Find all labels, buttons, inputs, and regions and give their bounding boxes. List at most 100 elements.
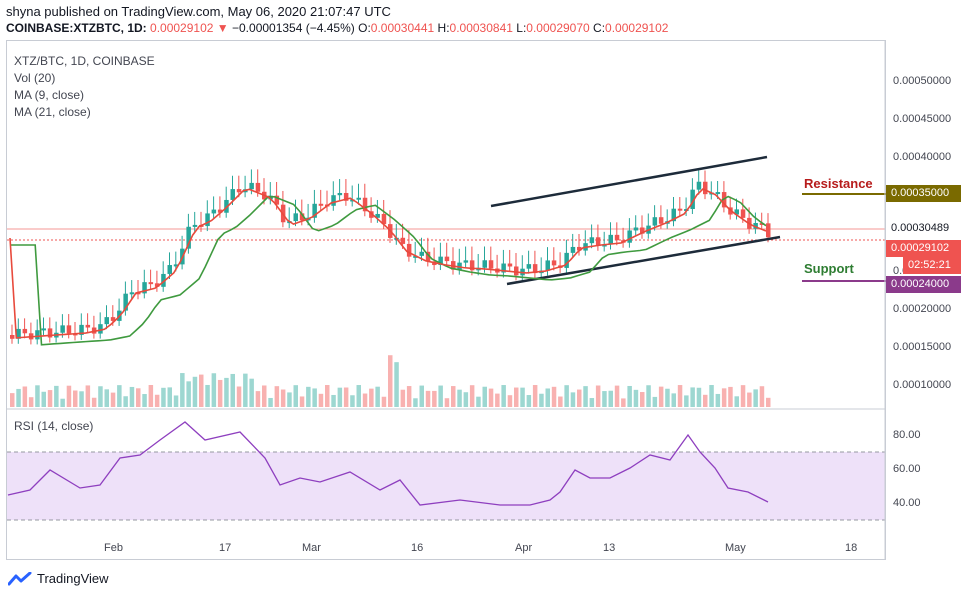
rsi-line <box>7 421 769 506</box>
candle-body <box>236 189 242 193</box>
candle-body <box>192 224 198 227</box>
volume-bar <box>614 385 620 407</box>
volume-bar <box>148 385 154 407</box>
volume-bar <box>507 395 513 407</box>
volume-bar <box>243 373 248 407</box>
candle-body <box>715 192 721 195</box>
volume-bar <box>186 381 191 407</box>
candle-body <box>696 181 702 190</box>
volume-bar <box>35 385 40 407</box>
volume-bar <box>236 386 242 407</box>
candle-body <box>734 209 739 215</box>
volume-bar <box>514 387 519 407</box>
volume-bar <box>173 395 179 407</box>
candle-body <box>413 255 418 258</box>
candle-body <box>608 234 613 245</box>
volume-bar <box>583 386 588 407</box>
x-tick: 16 <box>411 542 424 554</box>
volume-bar <box>161 387 166 407</box>
volume-bar <box>343 387 349 407</box>
candle-body <box>356 197 361 200</box>
candle-body <box>614 234 620 241</box>
volume-bar <box>495 393 500 407</box>
candle-body <box>469 260 475 271</box>
candle-body <box>161 273 166 287</box>
volume-bar <box>299 396 305 407</box>
candle-body <box>406 243 412 257</box>
candles <box>10 169 771 345</box>
candle-body <box>129 292 135 295</box>
volume-bar <box>91 397 97 407</box>
volume-bar <box>482 386 487 407</box>
candle-body <box>507 263 513 267</box>
volume-bar <box>217 379 223 407</box>
candle-body <box>463 260 469 263</box>
candle-body <box>419 251 424 256</box>
candle-body <box>652 217 658 226</box>
tradingview-logo[interactable]: TradingView <box>8 571 109 586</box>
candle-body <box>564 252 569 268</box>
legend-rsi: RSI (14, close) <box>14 419 94 433</box>
price-tick: 0.00050000 <box>893 75 952 87</box>
low-value: 0.00029070 <box>526 21 590 35</box>
candle-body <box>16 328 21 339</box>
candle-body <box>577 246 582 251</box>
volume-bar <box>362 393 368 407</box>
symbol-label: COINBASE:XTZBTC, 1D <box>6 21 143 35</box>
volume-bar <box>268 397 273 407</box>
volume-bar <box>211 373 217 407</box>
volume-bar <box>640 392 645 407</box>
volume-bar <box>47 390 53 407</box>
volume-bar <box>104 389 109 407</box>
high-label: H: <box>437 21 450 35</box>
volume-bar <box>570 392 576 407</box>
volume-bar <box>66 385 72 407</box>
volume-bar <box>85 385 91 407</box>
volume-bar <box>551 386 557 407</box>
volume-bar <box>230 373 235 407</box>
candle-body <box>22 328 28 334</box>
candle-body <box>658 217 664 224</box>
price-tick: 0.00020000 <box>893 303 952 315</box>
price-tick: 0.00015000 <box>893 341 952 353</box>
down-arrow-icon: ▼ <box>216 21 229 35</box>
price-tick: 0.00040000 <box>893 151 952 163</box>
candle-body <box>123 293 128 311</box>
volume-bar <box>558 396 563 407</box>
candle-body <box>167 265 172 274</box>
volume-bar <box>129 386 135 407</box>
x-tick: Feb <box>104 542 123 554</box>
volume-bar <box>318 393 324 407</box>
candle-body <box>173 264 179 267</box>
candle-body <box>41 328 46 331</box>
volume-bar <box>595 385 601 407</box>
x-tick: 17 <box>219 542 232 554</box>
x-tick: Apr <box>515 542 533 554</box>
volume-bar <box>715 393 721 407</box>
volume-bar <box>394 362 399 407</box>
candle-body <box>312 203 317 218</box>
candle-body <box>331 195 336 206</box>
volume-bar <box>677 385 683 407</box>
price-tick: 0.00045000 <box>893 113 952 125</box>
volume-bar <box>665 388 670 407</box>
candle-body <box>186 226 191 249</box>
volume-bar <box>312 388 317 407</box>
volume-bar <box>224 377 229 407</box>
volume-bar <box>41 391 46 407</box>
publish-info: shyna published on TradingView.com, May … <box>6 4 391 19</box>
volume-bar <box>350 395 355 407</box>
volume-bar <box>476 396 481 407</box>
volume-bar <box>356 385 361 407</box>
volume-bar <box>337 387 343 407</box>
volume-bar <box>501 385 506 407</box>
volume-bar <box>753 389 758 407</box>
volume-bar <box>602 391 607 407</box>
volume-bar <box>54 385 59 407</box>
volume-bar <box>293 385 298 407</box>
candle-body <box>230 189 235 200</box>
candle-body <box>66 325 72 334</box>
candle-body <box>545 260 550 271</box>
volume-bar <box>73 390 78 407</box>
